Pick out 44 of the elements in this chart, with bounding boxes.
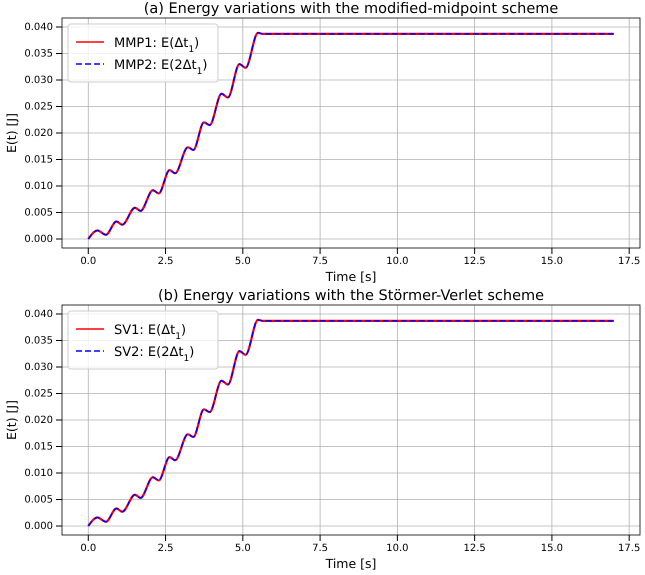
legend-label: SV1: E(Δt$_{1}$) xyxy=(114,323,186,342)
y-tick-label: 0.005 xyxy=(24,208,53,219)
y-tick-label: 0.010 xyxy=(24,468,53,480)
y-tick-label: 0.000 xyxy=(24,234,53,246)
x-tick-label: 12.5 xyxy=(464,543,486,554)
y-tick-label: 0.035 xyxy=(24,336,53,347)
chart-title: (b) Energy variations with the Störmer-Verlet scheme xyxy=(158,288,544,304)
y-tick-label: 0.020 xyxy=(24,415,53,426)
y-tick-label: 0.005 xyxy=(24,494,53,506)
x-tick-label: 0.0 xyxy=(80,543,96,554)
y-axis-title: E(t) [J] xyxy=(4,113,19,153)
x-tick-label: 7.5 xyxy=(312,256,328,268)
y-tick-label: 0.030 xyxy=(24,362,53,374)
y-tick-label: 0.010 xyxy=(24,181,53,192)
x-tick-label: 12.5 xyxy=(464,256,486,268)
chart-title: (a) Energy variations with the modified-midpoint scheme xyxy=(144,1,558,17)
x-axis-title: Time [s] xyxy=(324,556,376,571)
x-tick-label: 7.5 xyxy=(312,543,328,554)
x-tick-label: 10.0 xyxy=(386,543,408,554)
legend-label: MMP2: E(2Δt$_{1}$) xyxy=(114,58,208,77)
legend-label: SV2: E(2Δt$_{1}$) xyxy=(114,345,194,364)
y-tick-label: 0.035 xyxy=(24,48,53,60)
y-tick-label: 0.025 xyxy=(24,388,53,400)
y-tick-label: 0.000 xyxy=(24,521,53,532)
x-tick-label: 2.5 xyxy=(158,256,174,268)
x-tick-label: 15.0 xyxy=(540,256,564,268)
y-tick-label: 0.020 xyxy=(24,128,53,140)
y-tick-label: 0.040 xyxy=(24,22,53,34)
x-tick-label: 17.5 xyxy=(618,543,640,554)
x-tick-label: 5.0 xyxy=(234,543,251,554)
x-tick-label: 15.0 xyxy=(540,543,564,554)
x-tick-label: 10.0 xyxy=(386,256,408,268)
x-tick-label: 17.5 xyxy=(618,256,640,268)
y-tick-label: 0.015 xyxy=(24,442,53,453)
y-tick-label: 0.025 xyxy=(24,102,53,113)
x-tick-label: 0.0 xyxy=(80,256,96,268)
legend-label: MMP1: E(Δt$_{1}$) xyxy=(114,36,200,55)
y-tick-label: 0.015 xyxy=(24,154,53,166)
x-tick-label: 2.5 xyxy=(158,543,174,554)
y-axis-title: E(t) [J] xyxy=(4,400,19,440)
x-axis-title: Time [s] xyxy=(324,269,376,284)
y-tick-label: 0.040 xyxy=(24,309,53,320)
y-tick-label: 0.030 xyxy=(24,75,53,86)
x-tick-label: 5.0 xyxy=(234,256,251,268)
